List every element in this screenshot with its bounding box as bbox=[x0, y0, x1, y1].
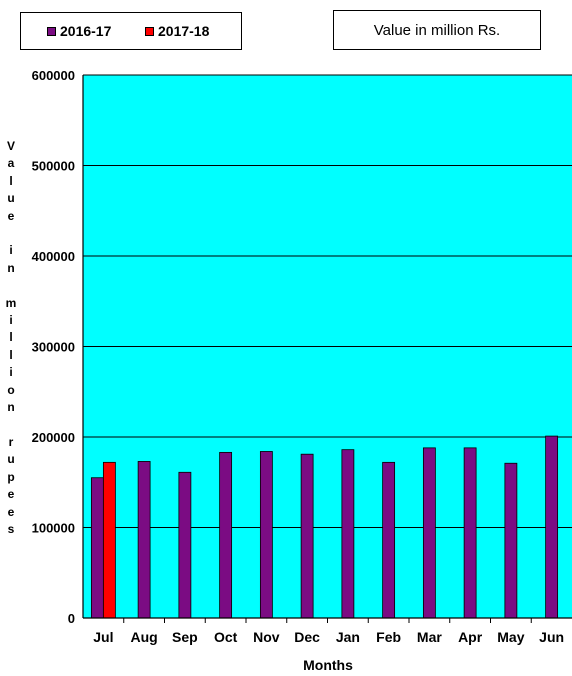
bar-2016-17-Apr bbox=[463, 447, 477, 619]
y-axis-label-char: e bbox=[7, 208, 15, 223]
x-tick-label: Sep bbox=[172, 629, 198, 645]
units-note: Value in million Rs. bbox=[333, 10, 541, 50]
x-tick-label: May bbox=[497, 629, 524, 645]
x-tick-label: Aug bbox=[131, 629, 158, 645]
legend-item-2017-18: 2017-18 bbox=[145, 23, 209, 39]
gridlines bbox=[83, 74, 572, 528]
y-axis-label-char: u bbox=[7, 191, 15, 206]
y-axis-label-char: i bbox=[9, 243, 13, 258]
bar-2016-17-May bbox=[504, 462, 518, 619]
y-axis-label-char: p bbox=[7, 469, 15, 484]
bar-2016-17-Jan bbox=[341, 449, 355, 619]
x-tick-label: Dec bbox=[294, 629, 320, 645]
y-axis-label-char: l bbox=[9, 173, 13, 188]
bar-2016-17-Dec bbox=[300, 453, 314, 619]
legend-swatch-2016-17 bbox=[47, 26, 56, 36]
y-axis-label-char: r bbox=[8, 434, 14, 449]
y-axis-label-char: m bbox=[5, 295, 17, 310]
bar-2016-17-Oct bbox=[219, 451, 233, 619]
legend-swatch-2017-18 bbox=[145, 26, 154, 36]
y-axis-label-char: n bbox=[7, 400, 15, 415]
bars bbox=[90, 435, 559, 619]
axes bbox=[82, 75, 572, 623]
bar-2016-17-Sep bbox=[178, 471, 192, 619]
y-tick-label: 200000 bbox=[32, 430, 75, 445]
x-tick-label: Apr bbox=[458, 629, 483, 645]
x-tick-label: Feb bbox=[376, 629, 401, 645]
y-tick-label: 500000 bbox=[32, 159, 75, 174]
y-axis-label-char: e bbox=[7, 487, 15, 502]
bar-2016-17-Jul bbox=[90, 477, 104, 619]
bar-2016-17-Mar bbox=[422, 447, 436, 619]
y-tick-label: 400000 bbox=[32, 249, 75, 264]
x-tick-label: Jan bbox=[336, 629, 360, 645]
y-axis-label-char: l bbox=[9, 347, 13, 362]
x-tick-label: Oct bbox=[214, 629, 238, 645]
y-tick-label: 300000 bbox=[32, 340, 75, 355]
x-tick-label: Mar bbox=[417, 629, 442, 645]
x-tick-label: Jun bbox=[539, 629, 564, 645]
bar-2016-17-Feb bbox=[382, 461, 396, 619]
y-axis-label-char: a bbox=[7, 156, 15, 171]
legend-label-2017-18: 2017-18 bbox=[158, 23, 210, 39]
y-axis-label-char: V bbox=[6, 139, 15, 153]
y-tick-label: 600000 bbox=[32, 68, 75, 83]
y-axis-label-char: i bbox=[9, 313, 13, 328]
legend-label-2016-17: 2016-17 bbox=[60, 23, 112, 39]
x-tick-label: Jul bbox=[93, 629, 113, 645]
x-axis-label: Months bbox=[303, 657, 353, 673]
x-tick-labels: Jul Aug Sep Oct Nov Dec Jan Feb Mar Apr May Jun bbox=[93, 629, 564, 645]
y-axis-label-char: o bbox=[7, 382, 15, 397]
y-axis-label-char: n bbox=[7, 260, 15, 275]
bar-2016-17-Nov bbox=[259, 451, 273, 619]
y-tick-labels: 0 100000 200000 300000 400000 500000 600000 bbox=[32, 68, 75, 626]
y-axis-label-char: i bbox=[9, 365, 13, 380]
y-axis-label-char: e bbox=[7, 504, 15, 519]
x-tick-label: Nov bbox=[253, 629, 280, 645]
bar-2016-17-Aug bbox=[137, 461, 151, 619]
y-tick-label: 0 bbox=[68, 611, 75, 626]
y-axis-label-char: l bbox=[9, 330, 13, 345]
y-axis-label-char: u bbox=[7, 452, 15, 467]
y-axis-label-char: s bbox=[7, 521, 15, 536]
legend-item-2016-17: 2016-17 bbox=[47, 23, 111, 39]
legend: 2016-17 2017-18 bbox=[20, 12, 242, 50]
bar-2016-17-Jun bbox=[545, 435, 559, 619]
bar-2017-18-Jul bbox=[102, 461, 116, 619]
y-tick-label: 100000 bbox=[32, 521, 75, 536]
